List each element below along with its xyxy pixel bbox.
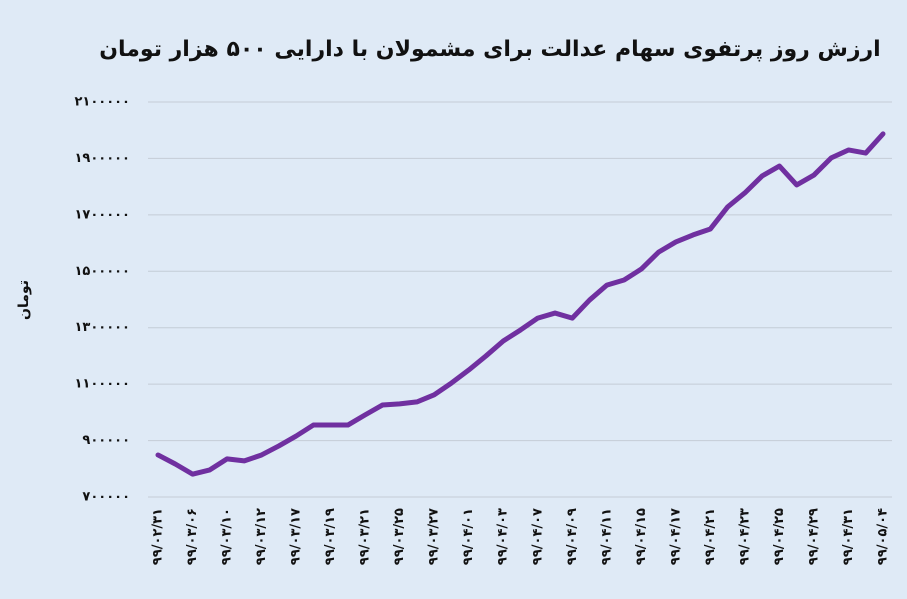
x-tick-label: ۹۹/۰۴/۲۳ <box>737 508 752 565</box>
x-tick-label: ۹۹/۰۳/۱۹ <box>323 508 338 565</box>
x-tick-label: ۹۹/۰۴/۲۱ <box>703 508 718 565</box>
y-tick-label: ۱۷۰۰۰۰۰ <box>74 207 130 222</box>
y-axis-label: تومان <box>16 280 32 320</box>
data-line <box>155 131 886 477</box>
x-tick-label: ۹۹/۰۴/۱۵ <box>634 508 649 565</box>
y-tick-label: ۹۰۰۰۰۰ <box>82 433 130 448</box>
x-tick-label: ۹۹/۰۴/۱۷ <box>668 508 683 565</box>
x-tick-label: ۹۹/۰۳/۱۲ <box>254 508 269 565</box>
x-tick-label: ۹۹/۰۴/۰۹ <box>565 508 580 565</box>
x-tick-label: ۹۹/۰۳/۱۷ <box>289 508 304 565</box>
x-tick-label: ۹۹/۰۳/۲۱ <box>358 508 373 565</box>
x-tick-label: ۹۹/۰۴/۳۱ <box>841 508 856 565</box>
chart-title: ارزش روز پرتفوی سهام عدالت برای مشمولان … <box>99 37 880 62</box>
x-tick-label: ۹۹/۰۴/۰۱ <box>461 508 476 565</box>
x-tick-label: ۹۹/۰۵/۰۴ <box>876 508 891 565</box>
x-tick-label: ۹۹/۰۳/۲۷ <box>427 508 442 565</box>
x-tick-label: ۹۹/۰۲/۳۱ <box>151 508 166 565</box>
x-tick-label: ۹۹/۰۴/۲۵ <box>772 508 787 565</box>
x-tick-label: ۹۹/۰۳/۰۶ <box>185 508 200 565</box>
x-tick-label: ۹۹/۰۴/۱۱ <box>599 508 614 565</box>
y-tick-label: ۱۳۰۰۰۰۰ <box>74 320 130 335</box>
y-tick-label: ۷۰۰۰۰۰ <box>82 490 130 505</box>
x-tick-label: ۹۹/۰۴/۰۳ <box>496 508 511 565</box>
y-tick-label: ۱۵۰۰۰۰۰ <box>74 264 130 279</box>
x-tick-label: ۹۹/۰۴/۲۹ <box>806 508 821 565</box>
x-tick-label: ۹۹/۰۳/۲۵ <box>392 508 407 565</box>
y-tick-label: ۱۹۰۰۰۰۰ <box>74 151 130 166</box>
y-tick-label: ۱۱۰۰۰۰۰ <box>74 377 130 392</box>
x-tick-label: ۹۹/۰۴/۰۷ <box>530 508 545 565</box>
y-tick-label: ۲۱۰۰۰۰۰ <box>74 95 130 110</box>
x-tick-label: ۹۹/۰۳/۱۰ <box>220 508 235 565</box>
